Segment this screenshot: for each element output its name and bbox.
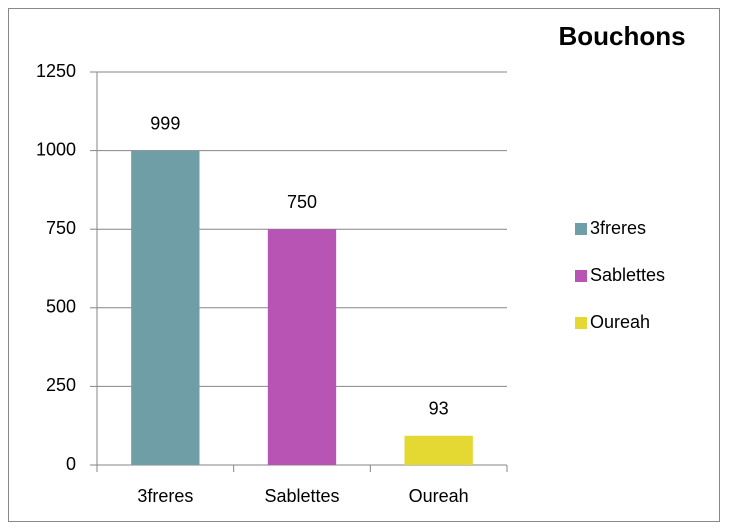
y-tick-label: 750 [46,218,76,238]
bar [404,435,473,465]
x-tick-label: 3freres [137,486,193,506]
legend-swatch [575,223,587,235]
y-tick-label: 1000 [36,139,76,159]
chart-title: Bouchons [558,21,685,51]
legend-label: Sablettes [590,265,665,285]
chart-border [8,8,720,522]
x-tick-label: Oureah [409,486,469,506]
y-tick-label: 1250 [36,61,76,81]
bar [131,150,200,465]
x-tick-label: Sablettes [264,486,339,506]
legend-label: 3freres [590,218,646,238]
legend-label: Oureah [590,312,650,332]
y-tick-label: 500 [46,297,76,317]
legend-swatch [575,270,587,282]
y-tick-label: 250 [46,375,76,395]
legend-swatch [575,317,587,329]
data-label: 750 [287,192,317,212]
data-label: 999 [150,114,180,134]
data-label: 93 [429,399,449,419]
y-tick-label: 0 [66,454,76,474]
bar [267,229,337,465]
